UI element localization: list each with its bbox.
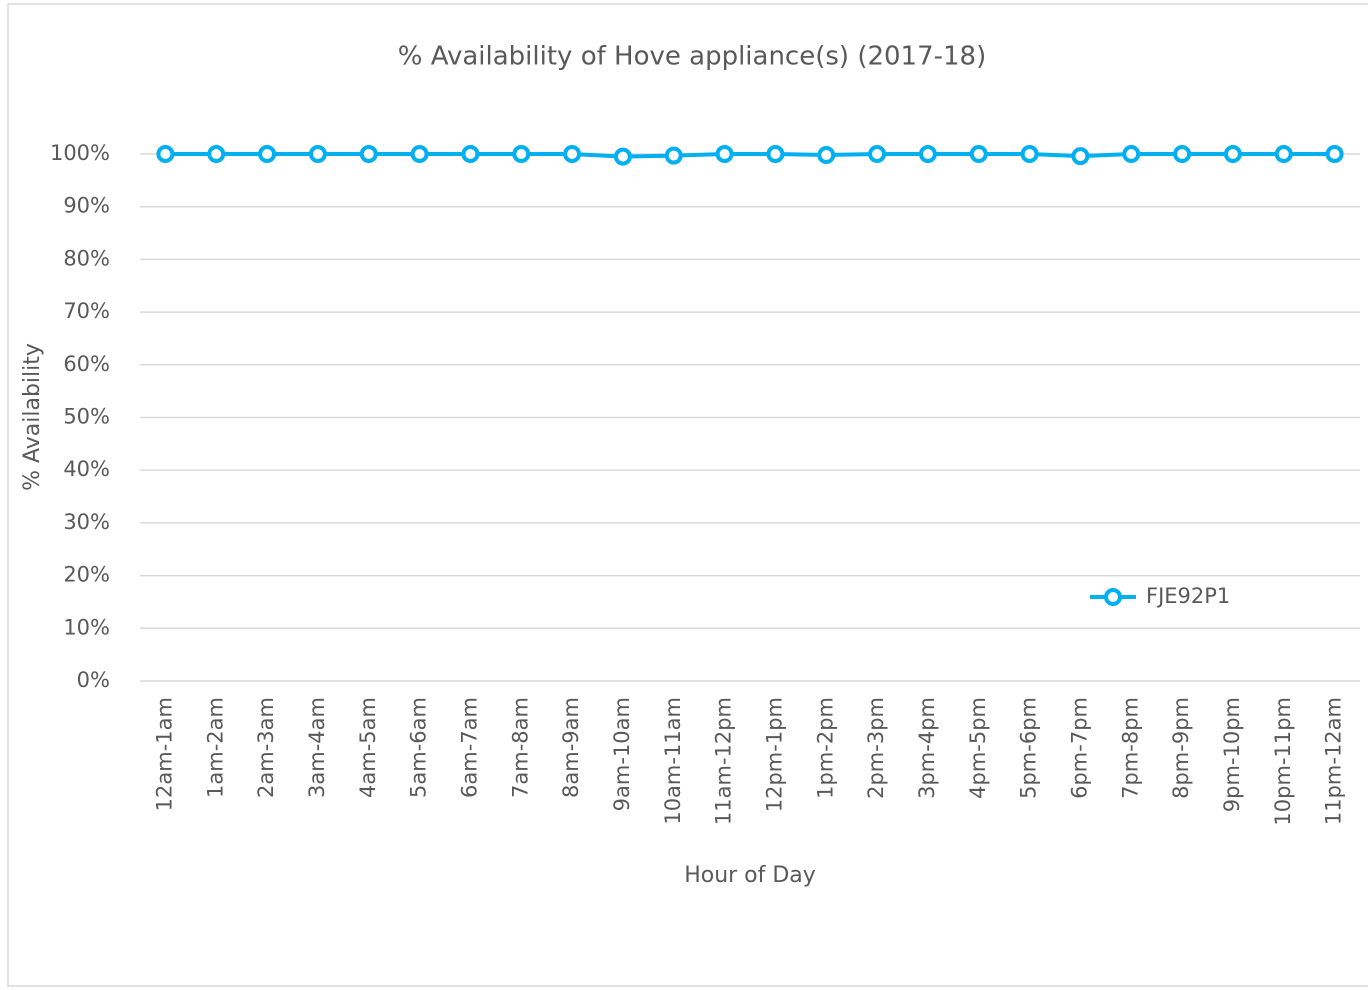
y-tick-label: 80% bbox=[63, 246, 110, 270]
y-tick-label: 70% bbox=[63, 299, 110, 323]
data-point bbox=[969, 145, 988, 163]
data-point bbox=[563, 145, 582, 163]
x-tick-label: 3pm-4pm bbox=[915, 697, 939, 799]
x-tick-label: 11pm-12am bbox=[1322, 697, 1346, 825]
y-tick-label: 50% bbox=[63, 405, 110, 429]
data-point bbox=[1173, 145, 1192, 163]
x-tick-label: 4am-5am bbox=[356, 697, 380, 798]
y-tick-label: 20% bbox=[63, 563, 110, 587]
x-tick-label: 5pm-6pm bbox=[1017, 697, 1041, 799]
y-tick-label: 100% bbox=[50, 141, 110, 165]
x-tick-label: 7pm-8pm bbox=[1118, 697, 1142, 799]
data-point bbox=[258, 145, 277, 163]
data-point bbox=[512, 145, 531, 163]
data-point bbox=[156, 145, 175, 163]
data-point bbox=[1020, 145, 1039, 163]
x-tick-label: 11am-12pm bbox=[712, 697, 736, 825]
x-tick-label: 4pm-5pm bbox=[966, 697, 990, 799]
data-point bbox=[359, 145, 378, 163]
data-point bbox=[715, 145, 734, 163]
data-point bbox=[868, 145, 887, 163]
x-axis-label: Hour of Day bbox=[684, 863, 816, 888]
y-tick-label: 60% bbox=[63, 352, 110, 376]
chart-frame bbox=[7, 3, 1368, 987]
x-tick-label: 2am-3am bbox=[254, 697, 278, 798]
legend-label: FJE92P1 bbox=[1146, 584, 1230, 608]
data-point bbox=[410, 145, 429, 163]
data-point bbox=[1223, 145, 1242, 163]
legend-marker bbox=[1104, 588, 1122, 606]
data-point bbox=[1071, 147, 1090, 166]
x-tick-label: 7am-8am bbox=[508, 697, 532, 798]
data-point bbox=[918, 145, 937, 163]
data-point bbox=[207, 145, 226, 163]
x-tick-label: 9pm-10pm bbox=[1220, 697, 1244, 812]
y-tick-label: 90% bbox=[63, 194, 110, 218]
data-point bbox=[1325, 145, 1344, 163]
x-tick-label: 9am-10am bbox=[610, 697, 634, 811]
data-point bbox=[766, 145, 785, 163]
y-tick-label: 10% bbox=[63, 615, 110, 639]
y-tick-label: 30% bbox=[63, 510, 110, 534]
x-tick-label: 2pm-3pm bbox=[864, 697, 888, 799]
data-point bbox=[613, 147, 632, 166]
series-line bbox=[165, 152, 1335, 159]
x-tick-label: 12am-1am bbox=[152, 697, 176, 811]
x-tick-label: 10am-11am bbox=[661, 697, 685, 825]
x-tick-label: 5am-6am bbox=[407, 697, 431, 798]
x-tick-label: 1pm-2pm bbox=[813, 697, 837, 799]
x-tick-label: 12pm-1pm bbox=[762, 697, 786, 812]
data-point bbox=[1274, 145, 1293, 163]
data-point bbox=[461, 145, 480, 163]
data-point bbox=[664, 146, 683, 165]
y-axis-label: % Availability bbox=[20, 343, 45, 491]
chart-title: % Availability of Hove appliance(s) (201… bbox=[398, 42, 987, 72]
x-tick-label: 1am-2am bbox=[203, 697, 227, 798]
x-tick-label: 6am-7am bbox=[457, 697, 481, 798]
y-tick-label: 40% bbox=[63, 457, 110, 481]
x-tick-label: 8am-9am bbox=[559, 697, 583, 798]
x-tick-label: 6pm-7pm bbox=[1067, 697, 1091, 799]
x-tick-label: 8pm-9pm bbox=[1169, 697, 1193, 799]
y-tick-label: 0% bbox=[77, 668, 110, 692]
data-point bbox=[1122, 145, 1141, 163]
x-tick-label: 10pm-11pm bbox=[1271, 697, 1295, 826]
data-point bbox=[817, 146, 836, 165]
x-tick-label: 3am-4am bbox=[305, 697, 329, 798]
data-point bbox=[308, 145, 327, 163]
